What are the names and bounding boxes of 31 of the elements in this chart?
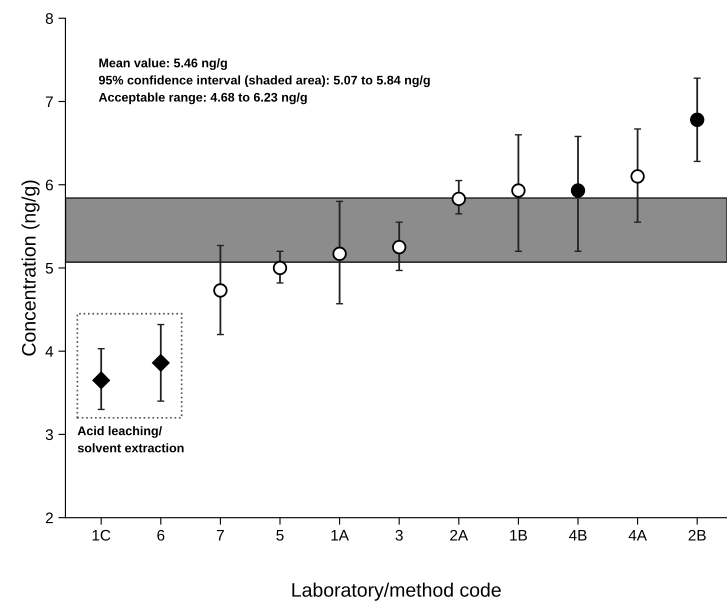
- x-tick-label: 6: [157, 530, 164, 541]
- x-tick-label: 3: [396, 530, 403, 541]
- point: [511, 183, 526, 198]
- x-tick-label: 4A: [628, 530, 647, 541]
- x-tick-label: 1A: [331, 530, 349, 541]
- point: [152, 354, 170, 372]
- annotation: Mean value: 5.46 ng/g 95% confidence interval (shaded area): 5.07 to 5.84 ng/g Acceptable range: 4.68 to 6.23 ng/g: [98, 58, 430, 104]
- x-tick-label: 2A: [450, 530, 468, 541]
- x-tick-label: 2B: [688, 530, 706, 541]
- y-tick-label: 7: [46, 96, 53, 108]
- x-tick-label: 7: [216, 530, 224, 541]
- point: [213, 283, 228, 298]
- point: [332, 246, 347, 261]
- y-tick-label: 3: [46, 429, 53, 440]
- point: [452, 192, 466, 206]
- x-axis-title: Laboratory/method code: [292, 582, 501, 601]
- point: [92, 372, 110, 390]
- y-axis-title: Concentration (ng/g): [21, 180, 40, 356]
- y-tick-label: 5: [46, 262, 53, 274]
- x-tick-label: 4B: [569, 530, 587, 541]
- y-tick-label: 6: [46, 180, 53, 190]
- x-tick-label: 1C: [92, 530, 110, 541]
- point: [392, 240, 406, 254]
- annotation: Acid leaching/ solvent extraction: [78, 426, 184, 452]
- y-tick-label: 2: [46, 512, 53, 524]
- y-tick-label: 8: [46, 13, 53, 24]
- y-tick-label: 4: [45, 346, 54, 357]
- x-tick-label: 1B: [510, 530, 527, 541]
- point: [630, 169, 645, 184]
- point: [272, 260, 288, 276]
- x-tick-label: 5: [276, 530, 284, 541]
